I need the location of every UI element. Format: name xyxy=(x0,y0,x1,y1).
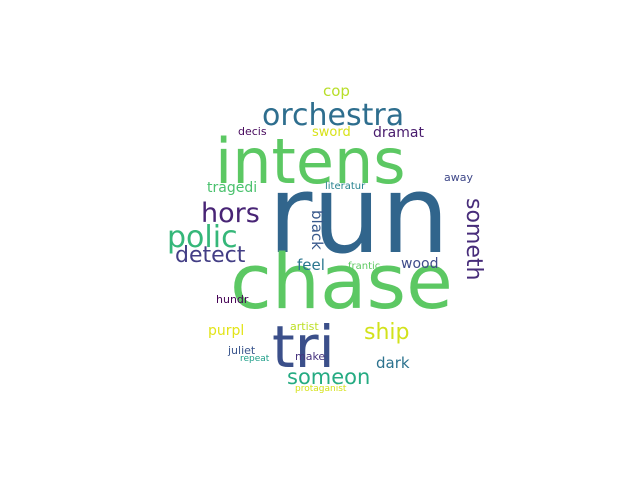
word-sword: sword xyxy=(312,125,351,140)
word-cop: cop xyxy=(323,82,350,100)
word-repeat: repeat xyxy=(240,354,270,364)
word-dark: dark xyxy=(376,354,410,372)
word-ship: ship xyxy=(364,320,410,345)
word-chase: chase xyxy=(230,237,453,326)
word-juliet: juliet xyxy=(228,344,256,357)
word-artist: artist xyxy=(290,320,319,333)
word-orchestra: orchestra xyxy=(262,98,405,133)
word-run: run xyxy=(268,153,450,278)
word-black: black xyxy=(308,210,326,250)
word-hors: hors xyxy=(201,198,260,229)
word-polic: polic xyxy=(167,220,238,255)
word-hundr: hundr xyxy=(216,293,249,306)
word-detect: detect xyxy=(175,243,246,268)
word-someth: someth xyxy=(461,198,486,281)
word-make: make xyxy=(295,350,326,363)
word-feel: feel xyxy=(297,256,325,274)
word-literatur: literatur xyxy=(325,181,366,192)
word-away: away xyxy=(444,171,473,184)
word-intens: intens xyxy=(215,125,406,198)
word-wood: wood xyxy=(401,256,439,272)
word-decis: decis xyxy=(238,125,267,138)
word-dramat: dramat xyxy=(373,125,424,141)
word-purpl: purpl xyxy=(208,323,245,339)
word-someon: someon xyxy=(287,365,371,389)
word-tragedi: tragedi xyxy=(207,180,258,196)
word-frantic: frantic xyxy=(348,261,381,272)
word-protaganist: protaganist xyxy=(295,384,347,394)
word-tri: tri xyxy=(272,313,335,381)
